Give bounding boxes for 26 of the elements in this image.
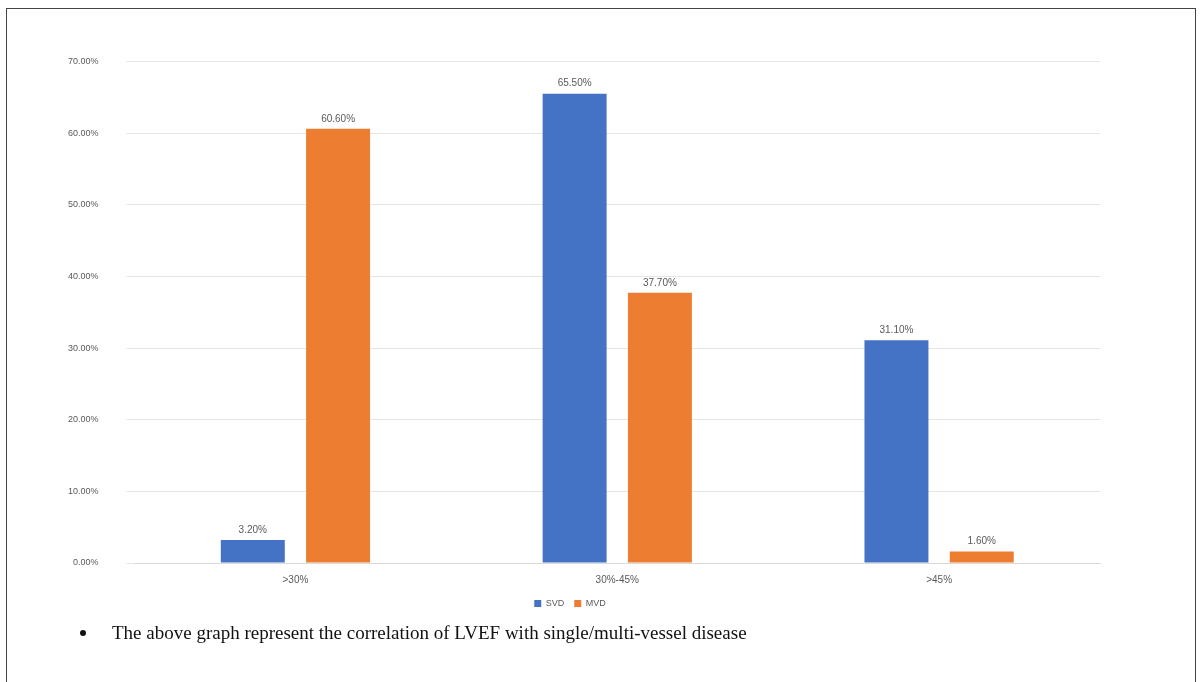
- data-label: 37.70%: [642, 276, 677, 288]
- x-tick-label: 30%-45%: [595, 573, 640, 585]
- x-tick-label: >30%: [282, 573, 309, 585]
- data-label: 60.60%: [321, 112, 356, 124]
- y-tick-label: 70.00%: [67, 55, 99, 66]
- y-tick-label: 20.00%: [67, 414, 99, 425]
- data-label: 3.20%: [238, 523, 268, 535]
- y-tick-label: 50.00%: [67, 199, 99, 210]
- data-label: 65.50%: [557, 77, 592, 89]
- data-label: 31.10%: [879, 323, 914, 335]
- bar: [949, 551, 1014, 563]
- bar: [542, 93, 607, 563]
- text: The above graph represent the correlation of LVEF with single/multi-vessel disease: [112, 622, 747, 644]
- bar: [306, 128, 371, 563]
- y-tick-label: 0.00%: [72, 557, 99, 568]
- data-label: 1.60%: [967, 535, 997, 547]
- bar: [627, 292, 692, 563]
- y-tick-label: 40.00%: [67, 270, 99, 281]
- y-tick-label: 30.00%: [67, 342, 99, 353]
- y-tick-label: 60.00%: [67, 127, 99, 138]
- legend-label: MVD: [585, 597, 607, 608]
- y-tick-label: 10.00%: [67, 485, 99, 496]
- x-tick-label: >45%: [926, 573, 953, 585]
- bar: [864, 340, 929, 563]
- bar: [220, 540, 285, 563]
- legend-label: SVD: [545, 597, 565, 608]
